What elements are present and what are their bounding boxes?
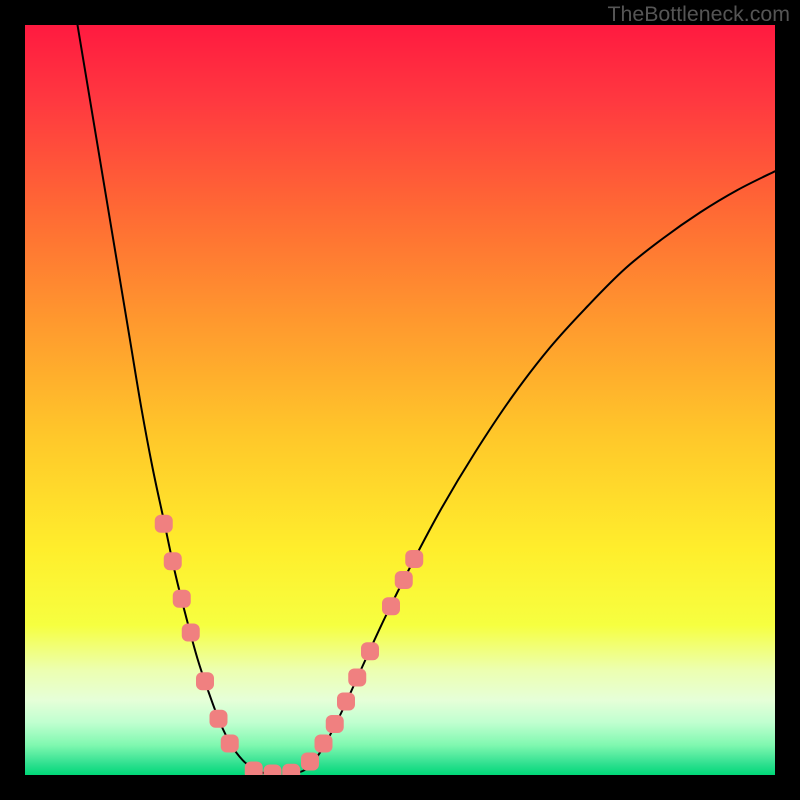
marker-R-c bbox=[326, 715, 344, 733]
marker-L-f bbox=[210, 710, 228, 728]
marker-L-a bbox=[155, 515, 173, 533]
curve-right bbox=[295, 171, 775, 773]
curve-overlay bbox=[25, 25, 775, 775]
marker-R-e bbox=[348, 669, 366, 687]
marker-B-1 bbox=[245, 762, 263, 776]
marker-B-3 bbox=[282, 764, 300, 775]
curve-left bbox=[78, 25, 266, 774]
marker-R-h bbox=[395, 571, 413, 589]
marker-B-2 bbox=[264, 765, 282, 776]
marker-R-g bbox=[382, 597, 400, 615]
marker-R-a bbox=[301, 753, 319, 771]
marker-R-f bbox=[361, 642, 379, 660]
marker-L-d bbox=[182, 624, 200, 642]
marker-L-c bbox=[173, 590, 191, 608]
marker-R-d bbox=[337, 693, 355, 711]
marker-R-b bbox=[315, 735, 333, 753]
chart-stage: TheBottleneck.com bbox=[0, 0, 800, 800]
plot-area bbox=[25, 25, 775, 775]
marker-L-e bbox=[196, 672, 214, 690]
marker-L-g bbox=[221, 735, 239, 753]
marker-L-b bbox=[164, 552, 182, 570]
marker-R-i bbox=[405, 550, 423, 568]
